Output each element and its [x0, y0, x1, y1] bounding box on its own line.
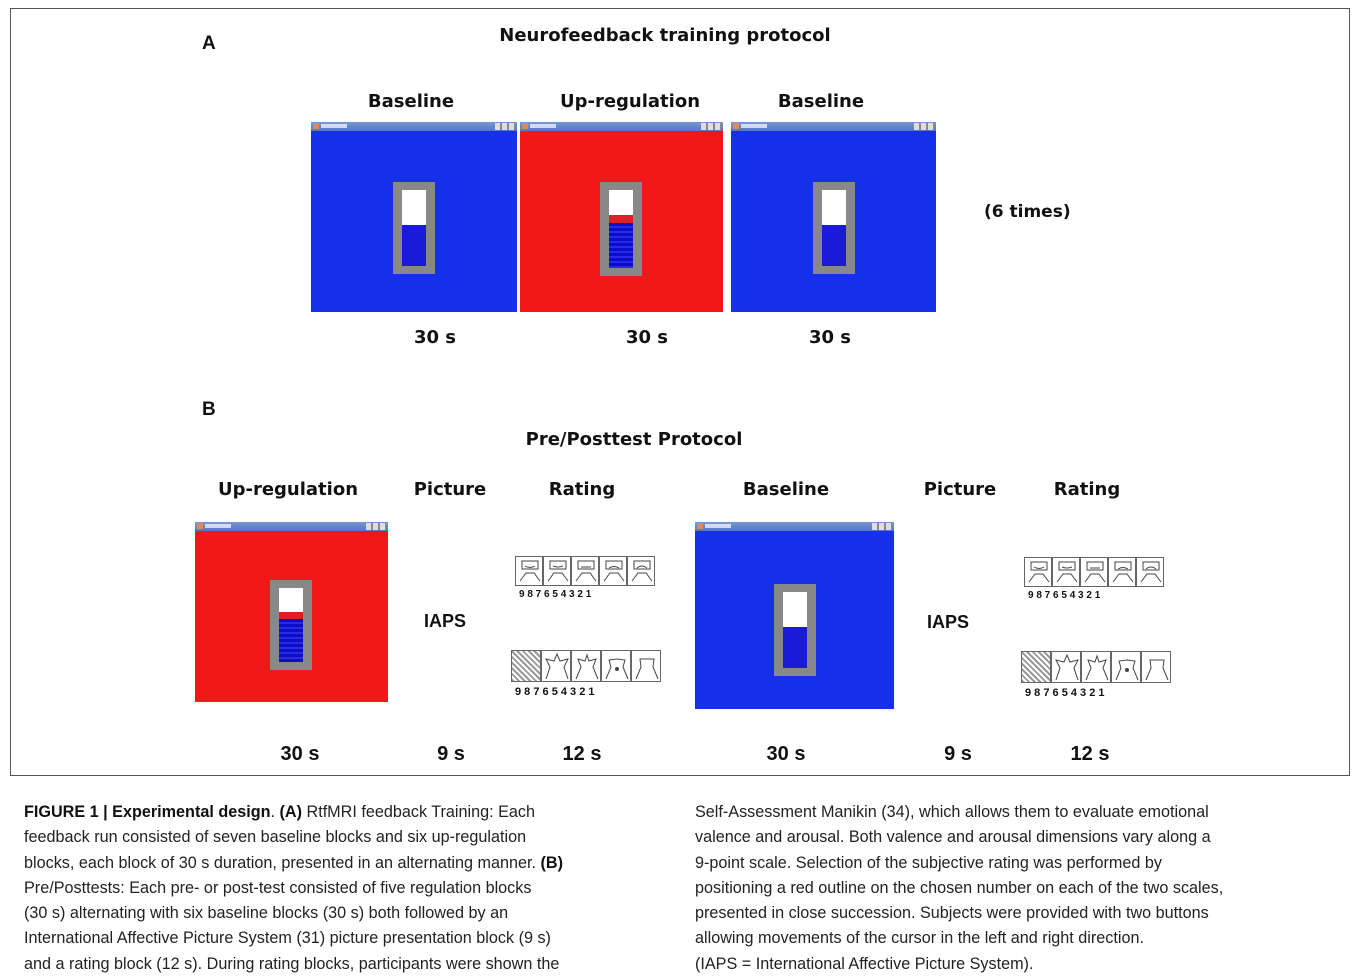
caption-line: blocks, each block of 30 s duration, pre…	[24, 853, 564, 872]
panel-a-letter: A	[202, 33, 216, 54]
panel-a-heading-baseline-1: Baseline	[367, 91, 455, 112]
panel-a-title: Neurofeedback training protocol	[499, 25, 831, 46]
caption-line: feedback run consisted of seven baseline…	[24, 828, 527, 847]
iaps-label-1: IAPS	[423, 611, 466, 631]
panel-b-duration-3: 12 s	[562, 743, 602, 765]
caption-line: 9-point scale. Selection of the subjecti…	[695, 853, 1162, 872]
panel-b-heading-rating-2: Rating	[1053, 479, 1121, 500]
panel-b-letter: B	[202, 399, 216, 420]
caption-line: allowing movements of the cursor in the …	[695, 929, 1144, 948]
iaps-label-2: IAPS	[926, 612, 969, 632]
panel-b-duration-6: 12 s	[1070, 743, 1110, 765]
caption-line: (IAPS = International Affective Picture …	[695, 954, 1034, 973]
caption-line: presented in close succession. Subjects …	[695, 904, 1209, 923]
caption-line: Pre/Posttests: Each pre- or post-test co…	[24, 878, 532, 897]
panel-b-heading-picture-2: Picture	[923, 479, 997, 500]
thermometer-bar	[270, 580, 312, 670]
thermometer-bar	[813, 182, 855, 274]
panel-a-heading-baseline-2: Baseline	[777, 91, 865, 112]
caption-a-tag: (A)	[279, 803, 302, 821]
caption-line: Self-Assessment Manikin (34), which allo…	[695, 803, 1209, 821]
panel-b-heading-upregulation: Up-regulation	[217, 479, 359, 500]
panel-a-heading-upregulation: Up-regulation	[559, 91, 701, 112]
feedback-window-upregulation	[520, 122, 723, 312]
caption-b-tag: (B)	[540, 853, 564, 872]
feedback-window-upregulation-test	[195, 522, 388, 702]
thermometer-bar	[393, 182, 435, 274]
thermometer-bar	[774, 584, 816, 676]
caption-line: International Affective Picture System (…	[24, 929, 551, 948]
sam-valence-faces	[515, 556, 655, 586]
caption-right-column: Self-Assessment Manikin (34), which allo…	[695, 800, 1345, 977]
caption-left-column: FIGURE 1 | Experimental design. (A) RtfM…	[24, 800, 674, 977]
panel-b-heading-picture-1: Picture	[413, 479, 487, 500]
panel-b-heading-rating-1: Rating	[548, 479, 616, 500]
caption-label: FIGURE 1 | Experimental design	[24, 803, 271, 821]
sam-valence-faces	[1024, 557, 1164, 587]
sam-arousal-faces	[1021, 651, 1171, 683]
caption-line: FIGURE 1 | Experimental design. (A) RtfM…	[24, 803, 536, 821]
caption-line: positioning a red outline on the chosen …	[695, 878, 1224, 897]
panel-a-duration-2: 30 s	[625, 327, 669, 348]
sam-arousal-faces	[511, 650, 661, 682]
caption-line: valence and arousal. Both valence and ar…	[695, 828, 1211, 847]
panel-b-duration-4: 30 s	[766, 743, 806, 765]
panel-b-duration-2: 9 s	[437, 743, 465, 765]
panel-b-heading-baseline: Baseline	[742, 479, 830, 500]
sam-scale-numbers: 9 8 7 6 5 4 3 2 1	[519, 589, 592, 600]
sam-scale-numbers: 9 8 7 6 5 4 3 2 1	[1028, 590, 1101, 601]
panel-b-duration-5: 9 s	[944, 743, 972, 765]
feedback-window-baseline-2	[731, 122, 936, 312]
caption-line: and a rating block (12 s). During rating…	[24, 954, 560, 973]
panel-b-title: Pre/Posttest Protocol	[525, 429, 743, 450]
panel-a-duration-3: 30 s	[808, 327, 852, 348]
caption-line: (30 s) alternating with six baseline blo…	[24, 904, 509, 923]
sam-scale-numbers: 9 8 7 6 5 4 3 2 1	[515, 686, 595, 698]
panel-b-duration-1: 30 s	[280, 743, 320, 765]
repeat-note: (6 times)	[984, 202, 1071, 222]
panel-a-duration-1: 30 s	[413, 327, 457, 348]
sam-scale-numbers: 9 8 7 6 5 4 3 2 1	[1025, 687, 1105, 699]
feedback-window-baseline-test	[695, 522, 894, 709]
feedback-window-baseline-1	[311, 122, 517, 312]
thermometer-bar	[600, 182, 642, 276]
